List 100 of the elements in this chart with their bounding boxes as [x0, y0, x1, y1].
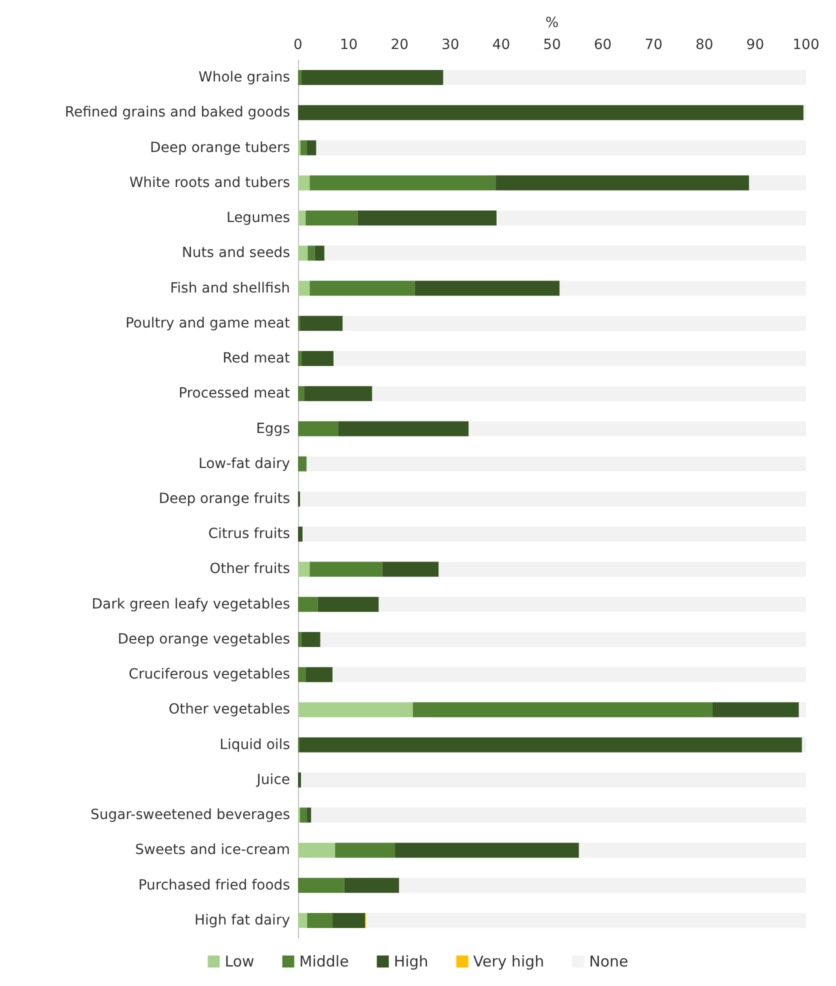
bar	[560, 280, 806, 296]
bar	[496, 210, 806, 226]
y-tick-label: Sweets and ice-cream	[135, 842, 290, 858]
bar	[382, 562, 439, 577]
y-tick-label: Deep orange tubers	[150, 140, 290, 156]
bar	[298, 596, 318, 612]
x-tick-label: 90	[746, 37, 764, 53]
bar	[344, 878, 400, 893]
bar	[332, 667, 806, 682]
bar	[298, 772, 302, 788]
y-tick-label: Dark green leafy vegetables	[92, 596, 290, 612]
bar	[302, 526, 806, 542]
bar	[372, 386, 806, 402]
bar	[468, 421, 806, 436]
bar	[298, 912, 308, 928]
legend-label: Low	[224, 952, 254, 970]
bar	[412, 702, 713, 718]
y-tick-label: Other fruits	[210, 561, 290, 578]
bar	[300, 140, 307, 156]
bar	[310, 280, 415, 296]
bar	[332, 912, 366, 928]
bar	[298, 386, 304, 402]
bar	[298, 105, 804, 120]
bar	[298, 421, 338, 436]
x-tick-label: 40	[492, 37, 510, 53]
bar	[578, 842, 806, 858]
bar	[712, 702, 799, 718]
bar	[496, 175, 750, 190]
x-tick-label: 20	[390, 37, 409, 53]
y-tick-label: Sugar-sweetened beverages	[90, 807, 290, 824]
bar	[798, 702, 806, 718]
bar	[314, 246, 324, 261]
bar	[324, 246, 806, 261]
bar	[802, 737, 806, 752]
x-tick-label: 60	[594, 37, 612, 53]
bar	[300, 492, 806, 506]
x-tick-label: 10	[340, 37, 358, 53]
bar	[316, 140, 806, 156]
bar	[300, 808, 307, 823]
bar	[306, 808, 312, 823]
bar	[298, 70, 302, 86]
x-axis-title: %	[545, 15, 559, 31]
y-tick-label: Deep orange fruits	[158, 491, 290, 507]
bar	[310, 562, 382, 577]
x-tick-label: 50	[543, 37, 561, 53]
bar	[298, 175, 310, 190]
bar	[438, 562, 806, 577]
bar	[300, 316, 343, 331]
y-tick-label: Fish and shellfish	[170, 280, 290, 296]
bar	[298, 842, 336, 858]
legend-label: High	[394, 952, 428, 970]
y-tick-label: Eggs	[256, 420, 290, 437]
y-tick-label: High fat dairy	[194, 912, 290, 928]
bar	[298, 702, 413, 718]
bar	[306, 210, 358, 226]
bar	[302, 632, 320, 647]
bar	[298, 210, 306, 226]
bar	[298, 280, 310, 296]
x-tick-label: 80	[695, 37, 714, 53]
y-tick-label: Whole grains	[198, 70, 290, 86]
bar	[298, 140, 301, 156]
bar	[306, 140, 316, 156]
y-tick-label: Low-fat dairy	[198, 456, 290, 472]
legend-label: Very high	[473, 952, 544, 970]
bar	[310, 175, 496, 190]
bar	[306, 456, 806, 472]
bar	[298, 351, 302, 366]
x-tick-label: 0	[294, 37, 302, 53]
legend-label: None	[589, 952, 628, 970]
bar	[298, 246, 308, 261]
bar	[378, 596, 806, 612]
bar	[749, 175, 806, 190]
y-tick-label: Legumes	[226, 210, 290, 226]
y-tick-label: Refined grains and baked goods	[64, 104, 290, 121]
y-tick-label: Citrus fruits	[208, 526, 290, 542]
bar	[443, 70, 806, 86]
bar	[320, 632, 806, 647]
bar	[395, 842, 579, 858]
bar	[358, 210, 497, 226]
bar	[399, 878, 806, 893]
bar	[300, 737, 802, 752]
y-tick-label: Other vegetables	[168, 702, 290, 718]
y-tick-label: Processed meat	[178, 386, 290, 402]
bar	[318, 596, 379, 612]
bar	[298, 878, 344, 893]
bar	[311, 808, 806, 823]
y-tick-label: Nuts and seeds	[182, 245, 290, 262]
y-tick-label: White roots and tubers	[129, 174, 290, 191]
y-tick-label: Liquid oils	[220, 736, 290, 753]
x-tick-label: 100	[792, 37, 820, 53]
bar	[335, 842, 396, 858]
bar	[306, 667, 333, 682]
y-tick-label: Juice	[256, 772, 290, 788]
bar	[302, 70, 444, 86]
y-tick-label: Deep orange vegetables	[118, 631, 290, 648]
bar	[298, 667, 306, 682]
y-tick-label: Red meat	[222, 350, 291, 367]
bar	[803, 105, 806, 120]
bar	[298, 456, 307, 472]
bar	[342, 316, 806, 331]
